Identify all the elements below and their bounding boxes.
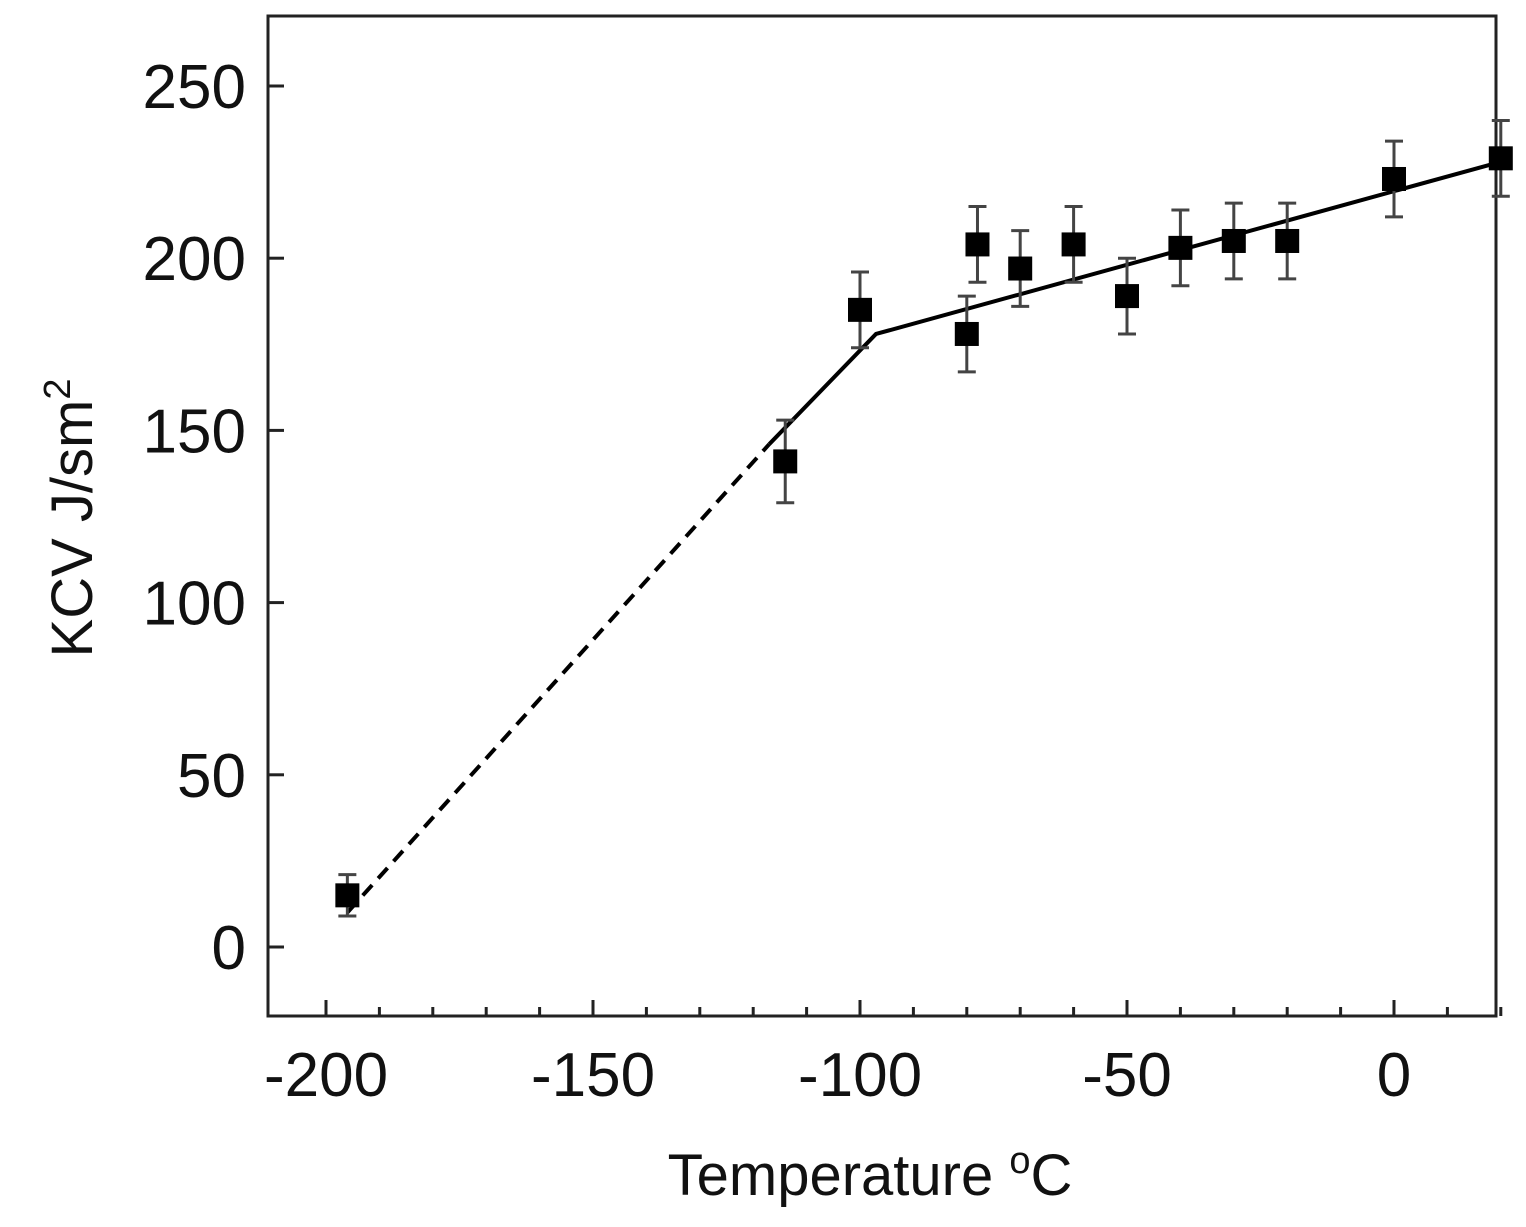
data-point [1275, 228, 1300, 253]
plot-frame [266, 14, 1498, 1018]
axis-ticks [268, 84, 1503, 1016]
data-point [1008, 256, 1033, 281]
y-tick-label: 50 [177, 742, 246, 811]
x-tick-label: 0 [1377, 1041, 1411, 1110]
fit-dashed-line [345, 442, 771, 914]
y-tick-label: 0 [212, 914, 246, 983]
y-tick-label: 150 [143, 397, 246, 466]
tick-labels: -200 -150 -100 -50 0 0 50 100 150 200 250 [143, 53, 1412, 1110]
data-point [1382, 166, 1406, 191]
x-tick-label: -50 [1082, 1041, 1172, 1110]
data-point [1168, 235, 1193, 260]
x-tick-label: -200 [264, 1041, 388, 1110]
data-point [1488, 146, 1513, 171]
x-axis-title: Temperature oC [668, 1140, 1073, 1208]
data-point [954, 321, 979, 346]
y-tick-label: 100 [143, 570, 246, 639]
y-tick-label: 200 [143, 225, 246, 294]
data-point [1061, 232, 1086, 257]
x-tick-label: -100 [798, 1041, 922, 1110]
y-axis-title: KCV J/sm2 [37, 379, 105, 658]
data-point [1221, 228, 1246, 253]
data-point [848, 297, 872, 322]
fit-solid-line [767, 159, 1502, 446]
fit-lines [345, 159, 1502, 914]
x-tick-label: -150 [531, 1041, 655, 1110]
data-point [1115, 284, 1139, 309]
data-points [335, 118, 1513, 918]
data-point [965, 232, 990, 257]
data-point [773, 449, 798, 474]
data-point [335, 883, 360, 908]
y-tick-label: 250 [143, 53, 246, 122]
